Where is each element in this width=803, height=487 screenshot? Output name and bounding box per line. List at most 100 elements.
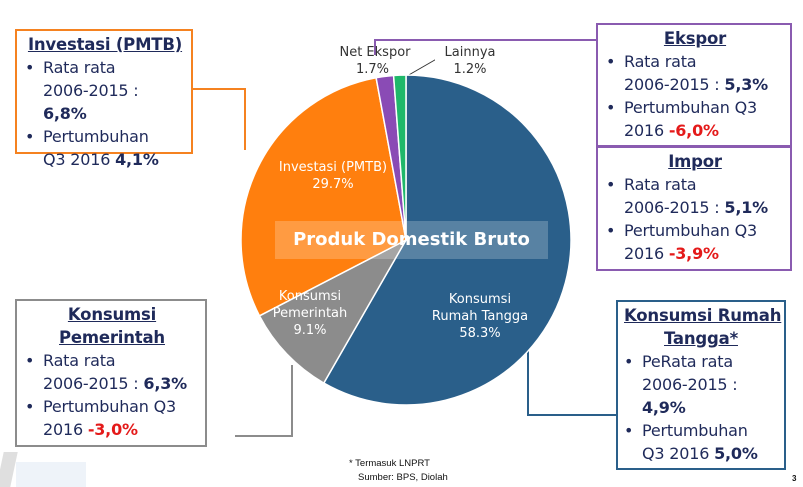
bullet-icon: •: [25, 397, 35, 416]
slice-label-pemerintah: Konsumsi Pemerintah 9.1%: [250, 288, 370, 339]
source-note: Sumber: BPS, Diolah: [358, 472, 448, 483]
slice-label-text: Net Ekspor: [339, 45, 411, 60]
pemerintah-info-box: Konsumsi Pemerintah • Rata rata 2006-2015 …: [15, 299, 207, 447]
bullet-icon: •: [606, 175, 616, 194]
avg-period: 2006-2015 :: [624, 75, 720, 94]
growth-label: Pertumbuhan: [43, 127, 149, 146]
avg-item: • Rata rata 2006-2015 : 6,3%: [25, 349, 199, 395]
slice-label-investasi: Investasi (PMTB) 29.7%: [258, 159, 408, 193]
connector-ekspor: [374, 39, 596, 55]
slice-label-text: Lainnya: [444, 45, 496, 60]
growth-text: Pertumbuhan Q3 2016 -3,0%: [43, 395, 176, 441]
slice-label-text: Investasi (PMTB): [278, 160, 388, 175]
growth-label: Pertumbuhan Q3: [624, 98, 757, 117]
slice-label-text: Pemerintah: [272, 306, 348, 321]
pie-slice-lainnya: [392, 74, 407, 241]
bullet-icon: •: [624, 421, 634, 440]
box-title: Konsumsi Pemerintah: [25, 303, 199, 349]
box-title-line: Tangga*: [664, 329, 738, 348]
growth-item: • Pertumbuhan Q3 2016 5,0%: [624, 419, 778, 465]
connector-investasi: [193, 88, 246, 150]
box-title: Investasi (PMTB): [27, 35, 183, 54]
avg-value: 6,3%: [143, 374, 187, 393]
chart-center-title: Produk Domestik Bruto: [275, 221, 548, 259]
slice-label-text: Rumah Tangga: [431, 309, 529, 324]
avg-label: PeRata rata: [642, 352, 733, 371]
avg-text: Rata rata 2006-2015 : 6,3%: [43, 349, 187, 395]
avg-period: 2006-2015 :: [642, 375, 738, 394]
bullet-icon: •: [606, 52, 616, 71]
growth-value: -3,0%: [87, 420, 138, 439]
box-title-line: Pemerintah: [59, 328, 165, 347]
slice-label-rumah-tangga: Konsumsi Rumah Tangga 58.3%: [405, 291, 555, 342]
avg-text: Rata rata 2006-2015 : 6,8%: [43, 56, 139, 125]
connector-rumah-tangga: [527, 340, 616, 416]
growth-period: 2016: [43, 420, 83, 439]
impor-info-box: Impor • Rata rata 2006-2015 : 5,1% • Pert…: [596, 146, 792, 271]
growth-period: 2016: [624, 121, 664, 140]
bullet-icon: •: [25, 127, 35, 146]
avg-period: 2006-2015 :: [43, 374, 139, 393]
avg-value: 6,8%: [43, 104, 87, 123]
bullet-icon: •: [624, 352, 634, 371]
box-title: Konsumsi Rumah Tangga*: [624, 304, 782, 350]
avg-value: 5,1%: [724, 198, 768, 217]
box-title-line: Konsumsi Rumah: [624, 306, 782, 325]
slice-value: 9.1%: [293, 323, 327, 338]
growth-label: Pertumbuhan Q3: [624, 221, 757, 240]
avg-item: • Rata rata 2006-2015 : 5,1%: [606, 173, 784, 219]
avg-value: 4,9%: [642, 398, 686, 417]
avg-value: 5,3%: [724, 75, 768, 94]
growth-value: 4,1%: [115, 150, 159, 169]
slice-value: 58.3%: [459, 326, 501, 341]
growth-item: • Pertumbuhan Q3 2016 -3,0%: [25, 395, 199, 441]
growth-period: Q3 2016: [642, 444, 710, 463]
growth-value: 5,0%: [714, 444, 758, 463]
growth-item: • Pertumbuhan Q3 2016 4,1%: [25, 125, 185, 171]
growth-label: Pertumbuhan Q3: [43, 397, 176, 416]
bullet-icon: •: [606, 221, 616, 240]
footnote: * Termasuk LNPRT: [349, 458, 430, 469]
avg-label: Rata rata: [43, 58, 116, 77]
avg-period: 2006-2015 :: [624, 198, 720, 217]
investasi-info-box: Investasi (PMTB) • Rata rata 2006-2015 : 6…: [15, 29, 193, 169]
bullet-icon: •: [25, 351, 35, 370]
slice-label-net-ekspor: Net Ekspor 1.7%: [330, 44, 420, 78]
slice-value: 1.2%: [453, 62, 487, 77]
avg-label: Rata rata: [624, 52, 697, 71]
watermark-shape: [16, 462, 86, 487]
growth-text: Pertumbuhan Q3 2016 -3,9%: [624, 219, 757, 265]
growth-period: Q3 2016: [43, 150, 111, 169]
growth-period: 2016: [624, 244, 664, 263]
slice-label-lainnya: Lainnya 1.2%: [435, 44, 505, 78]
slice-value: 29.7%: [312, 177, 354, 192]
box-title-line: Konsumsi: [67, 305, 157, 324]
pie-slice-konsumsi-pemerintah: [258, 238, 408, 385]
avg-label: Rata rata: [43, 351, 116, 370]
avg-label: Rata rata: [624, 175, 697, 194]
leader-lainnya: [406, 56, 441, 77]
growth-value: -6,0%: [668, 121, 719, 140]
growth-value: -3,9%: [668, 244, 719, 263]
avg-text: PeRata rata 2006-2015 : 4,9%: [642, 350, 738, 419]
growth-text: Pertumbuhan Q3 2016 -6,0%: [624, 96, 757, 142]
box-title: Impor: [668, 152, 722, 171]
slice-value: 1.7%: [356, 62, 390, 77]
growth-text: Pertumbuhan Q3 2016 5,0%: [642, 419, 758, 465]
box-title: Ekspor: [663, 29, 727, 48]
bullet-icon: •: [606, 98, 616, 117]
growth-label: Pertumbuhan: [642, 421, 748, 440]
bullet-icon: •: [25, 58, 35, 77]
growth-text: Pertumbuhan Q3 2016 4,1%: [43, 125, 159, 171]
avg-period: 2006-2015 :: [43, 81, 139, 100]
page-number: 3: [792, 474, 797, 483]
pie-slice-konsumsi-rumah-tangga: [322, 74, 572, 406]
pie-slice-investasi-pmtb: [240, 76, 407, 317]
rumah-tangga-info-box: Konsumsi Rumah Tangga* • PeRata rata 2006-…: [616, 300, 786, 470]
growth-item: • Pertumbuhan Q3 2016 -3,9%: [606, 219, 784, 265]
avg-text: Rata rata 2006-2015 : 5,3%: [624, 50, 768, 96]
avg-item: • PeRata rata 2006-2015 : 4,9%: [624, 350, 778, 419]
slice-label-text: Konsumsi: [448, 292, 512, 307]
avg-item: • Rata rata 2006-2015 : 5,3%: [606, 50, 784, 96]
